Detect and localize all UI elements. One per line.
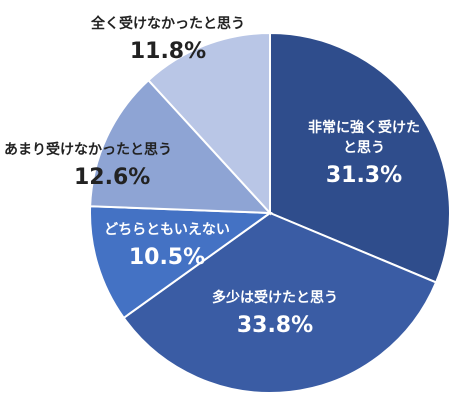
slice-value-somewhat: 33.8%	[236, 313, 314, 338]
pie-slice-4	[147, 31, 271, 216]
pie-slice-0	[269, 31, 451, 284]
slice-category-neutral: どちらともいえない	[104, 222, 230, 238]
slice-category-not-at-all: 全く受けなかったと思う	[91, 16, 245, 32]
slice-label-somewhat: 多少は受けたと思う 33.8%	[190, 288, 360, 340]
slice-label-neutral: どちらともいえない 10.5%	[92, 220, 242, 272]
slice-label-not-at-all: 全く受けなかったと思う 11.8%	[68, 14, 268, 66]
pie-slice-2	[89, 205, 273, 320]
slice-label-not-much: あまり受けなかったと思う 12.6%	[4, 140, 209, 192]
slice-value-not-at-all: 11.8%	[129, 39, 207, 64]
slice-value-not-much: 12.6%	[74, 165, 151, 190]
slice-label-very-strong: 非常に強く受けた と思う 31.3%	[284, 118, 444, 190]
slice-value-neutral: 10.5%	[128, 245, 206, 270]
pie-slice-1	[122, 211, 438, 394]
pie-slice-3	[89, 78, 273, 215]
slice-category-somewhat: 多少は受けたと思う	[212, 290, 338, 306]
slice-value-very-strong: 31.3%	[325, 163, 403, 188]
slice-category-very-strong: 非常に強く受けた と思う	[308, 120, 420, 156]
slice-category-not-much: あまり受けなかったと思う	[4, 142, 172, 158]
